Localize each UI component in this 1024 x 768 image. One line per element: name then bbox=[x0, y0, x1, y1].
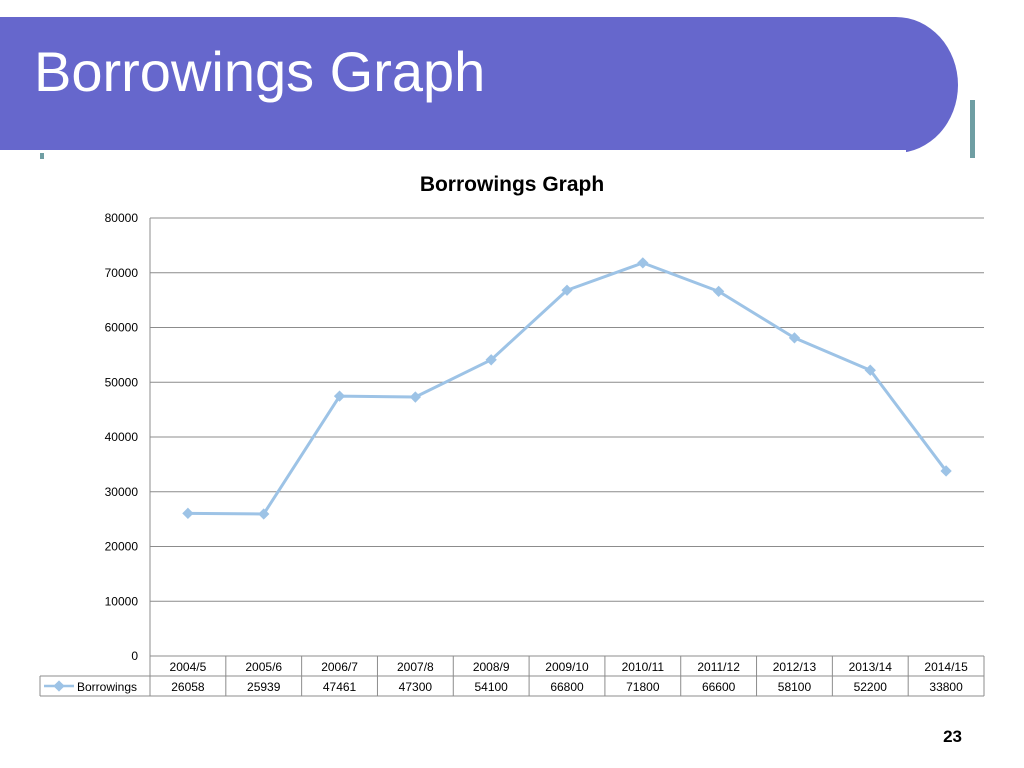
data-table-value: 47300 bbox=[399, 680, 433, 694]
title-banner bbox=[0, 17, 958, 153]
y-tick-label: 40000 bbox=[105, 430, 139, 444]
y-tick-label: 70000 bbox=[105, 266, 139, 280]
x-category-label: 2009/10 bbox=[545, 660, 589, 674]
data-point-marker bbox=[258, 508, 270, 520]
data-table-value: 66600 bbox=[702, 680, 736, 694]
x-category-label: 2008/9 bbox=[473, 660, 510, 674]
page-number: 23 bbox=[943, 727, 962, 746]
data-point-marker bbox=[712, 285, 725, 298]
series-line-borrowings bbox=[187, 261, 948, 516]
data-table-value: 33800 bbox=[929, 680, 963, 694]
x-category-label: 2014/15 bbox=[924, 660, 968, 674]
legend-series-name: Borrowings bbox=[77, 680, 137, 694]
data-point-marker bbox=[182, 507, 194, 519]
legend-marker-key bbox=[53, 680, 65, 692]
data-point-marker bbox=[637, 257, 649, 269]
x-category-label: 2005/6 bbox=[245, 660, 282, 674]
data-point-marker bbox=[788, 332, 801, 344]
title-underline bbox=[0, 150, 906, 153]
data-table-value: 47461 bbox=[323, 680, 357, 694]
x-category-label: 2011/12 bbox=[697, 660, 740, 674]
y-tick-label: 0 bbox=[131, 649, 138, 663]
slide-title: Borrowings Graph bbox=[34, 40, 486, 103]
x-category-label: 2007/8 bbox=[397, 660, 434, 674]
data-point-marker bbox=[485, 354, 497, 366]
frame-line-left bbox=[40, 147, 44, 159]
y-tick-label: 30000 bbox=[105, 485, 139, 499]
data-table-value: 58100 bbox=[778, 680, 812, 694]
x-category-label: 2004/5 bbox=[170, 660, 207, 674]
y-tick-label: 80000 bbox=[105, 211, 139, 225]
y-tick-label: 50000 bbox=[105, 375, 139, 389]
data-table-value: 52200 bbox=[854, 680, 888, 694]
data-table-value: 54100 bbox=[474, 680, 508, 694]
frame-line-right bbox=[970, 100, 975, 158]
x-category-label: 2013/14 bbox=[849, 660, 893, 674]
x-category-label: 2012/13 bbox=[773, 660, 817, 674]
data-table-value: 71800 bbox=[626, 680, 660, 694]
y-tick-label: 20000 bbox=[105, 540, 139, 554]
x-category-label: 2006/7 bbox=[321, 660, 358, 674]
data-table-value: 25939 bbox=[247, 680, 281, 694]
data-point-marker bbox=[333, 390, 346, 402]
y-tick-label: 60000 bbox=[105, 321, 139, 335]
data-point-marker bbox=[864, 364, 876, 376]
x-category-label: 2010/11 bbox=[622, 660, 665, 674]
y-tick-label: 10000 bbox=[105, 594, 139, 608]
data-point-marker bbox=[409, 391, 422, 403]
data-table-value: 66800 bbox=[550, 680, 584, 694]
data-point-marker bbox=[940, 465, 952, 477]
data-point-marker bbox=[561, 284, 573, 296]
chart-title: Borrowings Graph bbox=[419, 173, 605, 196]
data-table-value: 26058 bbox=[171, 680, 205, 694]
